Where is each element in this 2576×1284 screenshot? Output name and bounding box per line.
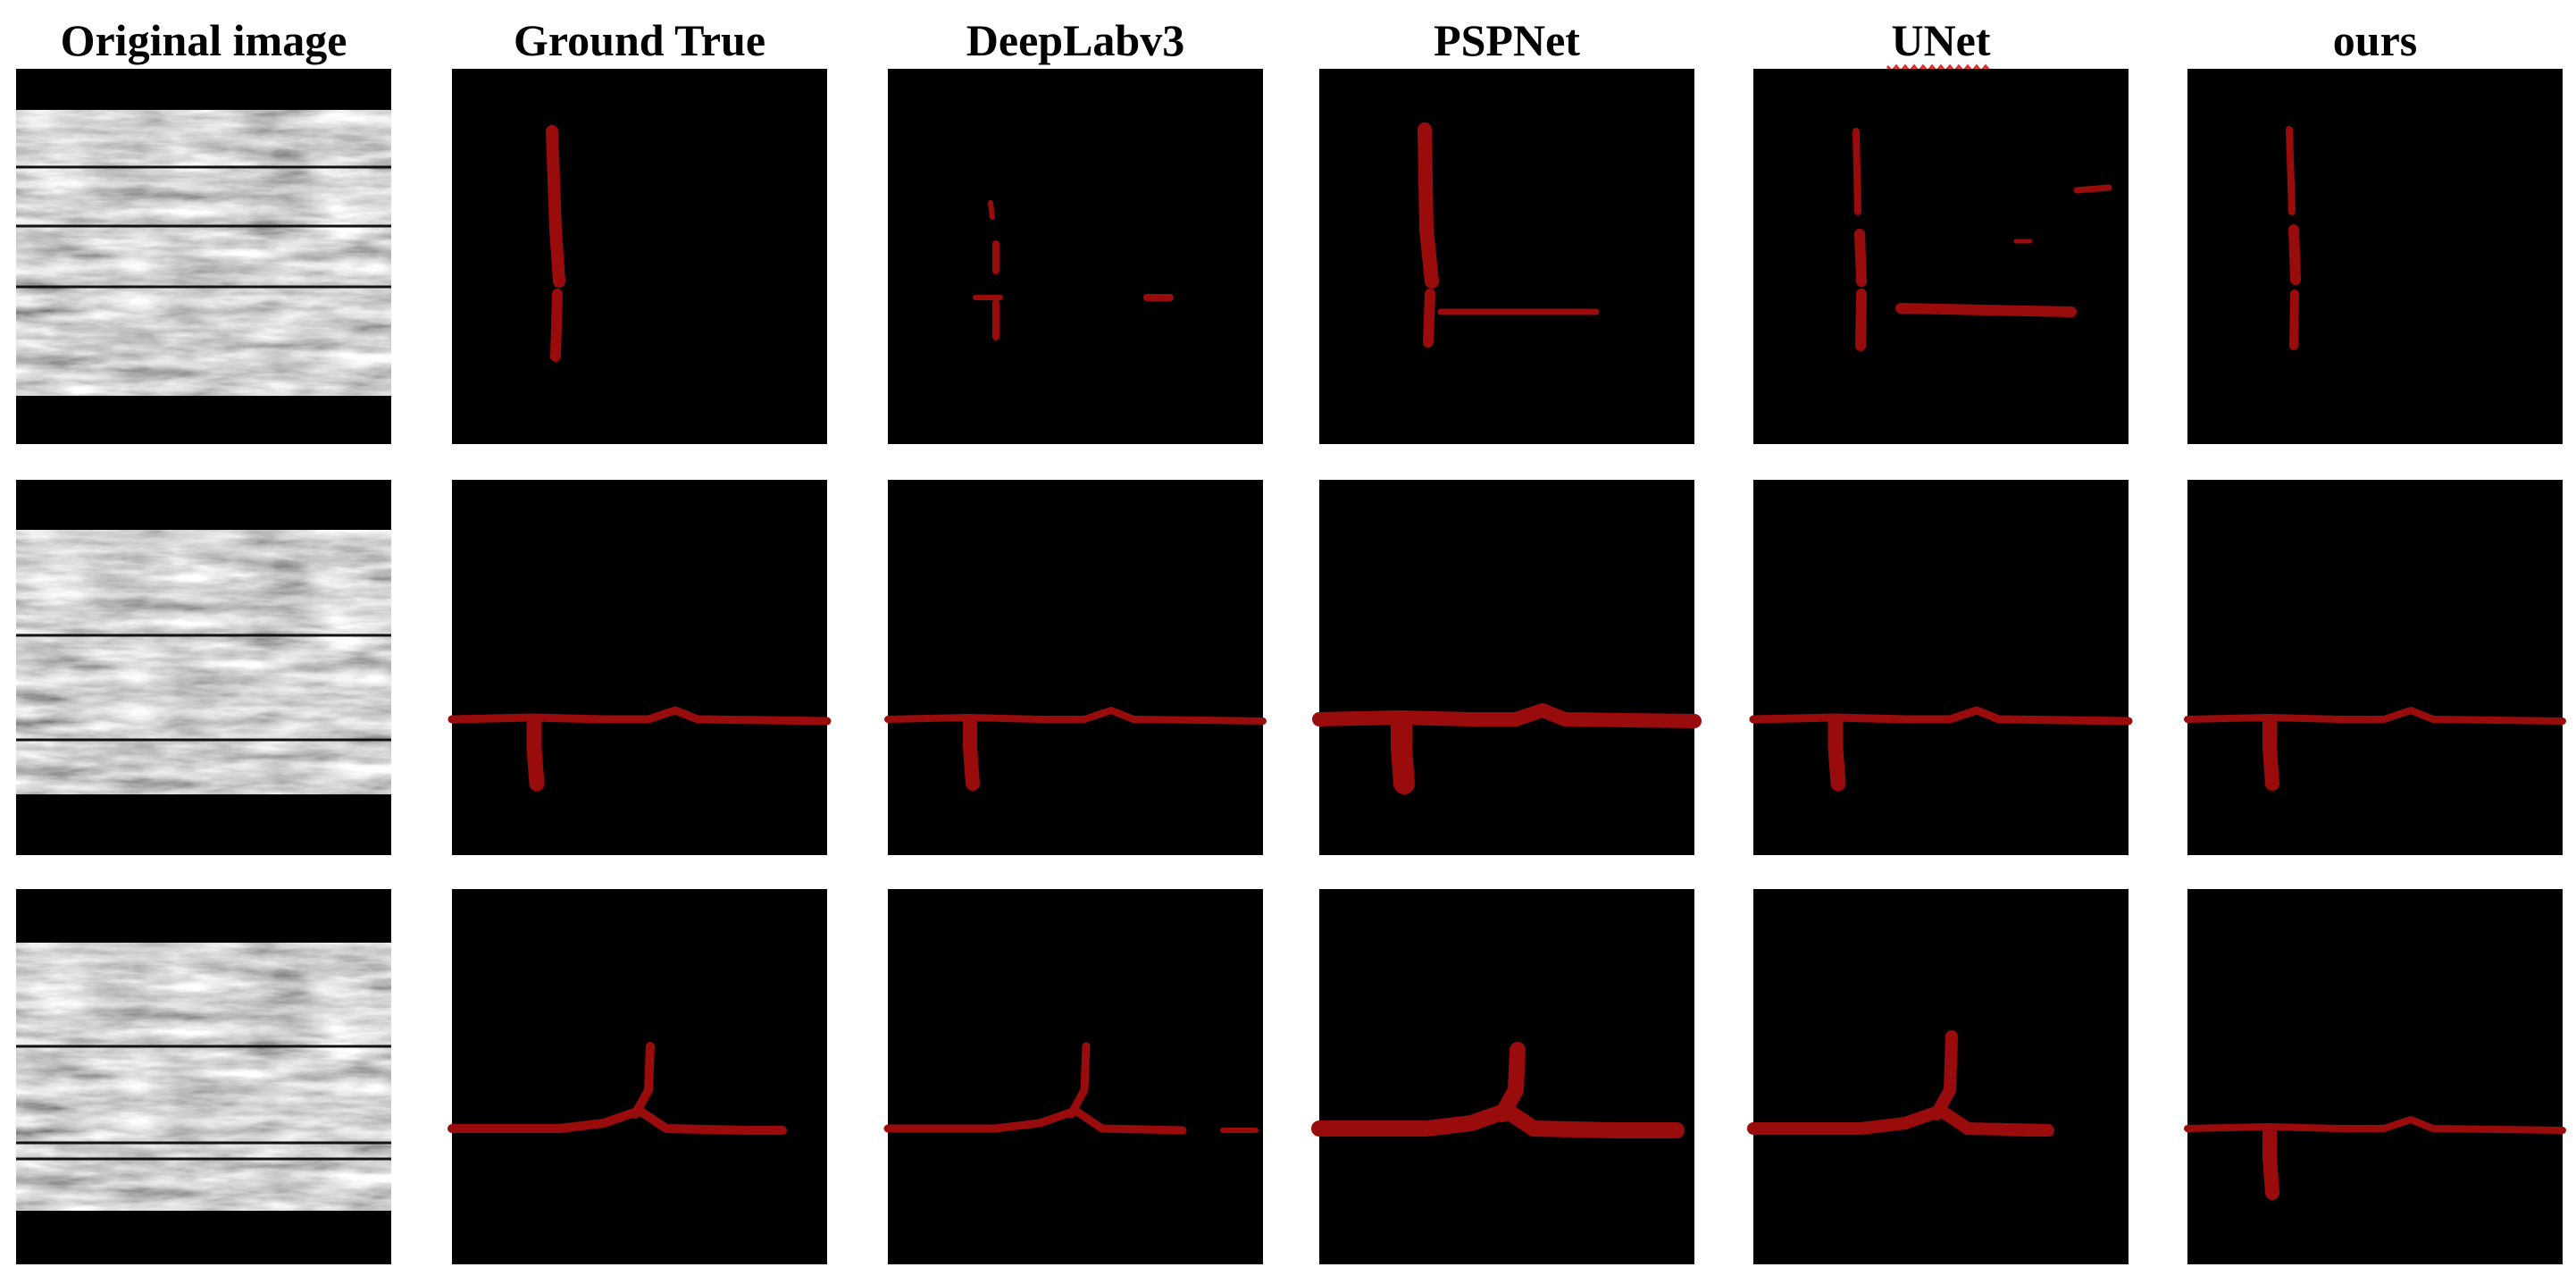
- panel-background: [888, 889, 1263, 1264]
- image-panel: [2187, 69, 2563, 444]
- panel-background: [1319, 69, 1694, 444]
- image-panel: [1319, 69, 1694, 444]
- crack-mask: [1418, 122, 1439, 289]
- column-header: Ground True: [514, 15, 765, 65]
- panel-background: [1753, 480, 2129, 855]
- crack-mask: [550, 289, 563, 362]
- crack-mask: [526, 715, 545, 792]
- panel-background: [888, 480, 1263, 855]
- image-panel: [16, 480, 391, 855]
- image-panel: [883, 889, 1263, 1264]
- panel-background: [1753, 889, 2129, 1264]
- crack-mask: [1895, 303, 2077, 317]
- image-panel: [1311, 889, 1694, 1264]
- crack-mask: [988, 200, 995, 220]
- image-panel: [1753, 69, 2129, 444]
- crack-mask: [2286, 126, 2296, 215]
- crack-mask: [1494, 1042, 1526, 1122]
- panel-background: [1319, 480, 1694, 855]
- crack-mask: [2288, 224, 2301, 285]
- image-panel: [2184, 889, 2566, 1264]
- image-panel: [2184, 480, 2566, 855]
- panel-background: [452, 889, 827, 1264]
- crack-mask: [546, 125, 565, 288]
- crack-mask: [2262, 716, 2279, 791]
- panel-background: [1753, 69, 2129, 444]
- crack-mask: [631, 1042, 655, 1119]
- image-panel: [884, 480, 1267, 855]
- texture-band: [16, 530, 391, 794]
- panel-background: [452, 480, 827, 855]
- image-panel: [1312, 480, 1702, 855]
- panel-background: [452, 69, 827, 444]
- image-panel: [452, 69, 827, 444]
- column-headers: Original image Ground True DeepLabv3 PSPNet…: [61, 15, 2417, 74]
- crack-mask: [963, 716, 980, 791]
- panel-background: [2187, 889, 2563, 1264]
- image-panel: [447, 480, 832, 855]
- image-panel: [888, 69, 1263, 444]
- crack-mask: [1853, 128, 1861, 215]
- texture-band: [16, 110, 391, 396]
- panel-background: [1319, 889, 1694, 1264]
- panel-background: [2187, 69, 2563, 444]
- image-panel: [1749, 480, 2133, 855]
- column-header: ours: [2333, 15, 2417, 65]
- image-panel: [16, 889, 391, 1264]
- image-panel: [16, 69, 391, 444]
- column-header: DeepLabv3: [966, 15, 1184, 65]
- texture-band: [16, 943, 391, 1211]
- panel-background: [888, 69, 1263, 444]
- column-header: Original image: [61, 15, 347, 65]
- crack-mask: [2073, 184, 2112, 194]
- crack-mask: [1854, 229, 1867, 287]
- column-header: UNet: [1891, 15, 1990, 65]
- image-panel: [1747, 889, 2129, 1264]
- crack-mask: [2262, 1125, 2279, 1200]
- column-header: PSPNet: [1434, 15, 1580, 65]
- crack-mask: [1827, 715, 1846, 792]
- crack-mask: [1066, 1042, 1091, 1119]
- crack-mask: [1930, 1030, 1958, 1120]
- panels: [16, 69, 2566, 1264]
- crack-mask: [1423, 289, 1435, 348]
- image-panel: [447, 889, 827, 1264]
- crack-mask: [2289, 290, 2299, 350]
- panel-background: [2187, 480, 2563, 855]
- crack-mask: [1391, 712, 1415, 794]
